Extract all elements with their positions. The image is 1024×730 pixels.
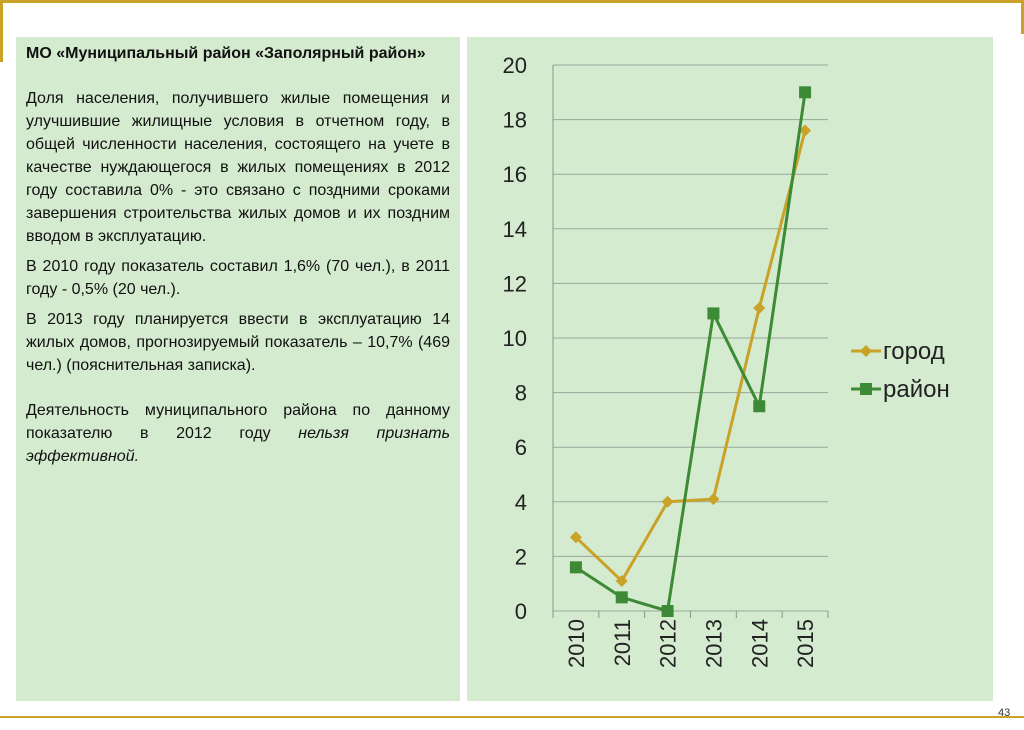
paragraph-share: Доля населения, получившего жилые помеще… [26,90,450,245]
data-point-rayon [569,561,582,574]
series-line-2 [575,92,807,613]
y-tick-label: 16 [503,162,527,187]
paragraph-2010-2011: В 2010 году показатель составил 1,6% (70… [26,258,450,298]
y-tick-label: 0 [515,599,527,624]
description-panel: МО «Муниципальный район «Заполярный райо… [16,37,460,701]
series-line-1 [574,130,807,583]
data-point-gorod [753,301,766,314]
data-point-gorod [799,124,812,137]
y-tick-label: 8 [515,381,527,406]
x-tick-label: 2012 [656,619,681,668]
data-point-rayon [661,605,674,617]
x-tick-label: 2010 [564,619,589,668]
y-tick-label: 4 [515,490,527,515]
y-tick-label: 2 [515,544,527,569]
data-point-gorod [569,531,582,544]
panel-heading: МО «Муниципальный район «Заполярный райо… [26,45,426,62]
conclusion-emphasis: нельзя признать эффективной. [26,425,450,465]
data-point-rayon [753,400,766,413]
legend-label-2: район [883,376,950,403]
line-chart: 0 2 4 6 8 10 12 14 16 18 20 2010 2011 2012 2013 2014 201… [503,53,950,668]
top-border-line [0,0,1024,3]
data-point-gorod [661,495,674,508]
y-tick-label: 6 [515,435,527,460]
y-tick-label: 10 [503,326,527,351]
chart-panel: 0 2 4 6 8 10 12 14 16 18 20 2010 2011 2012 2013 2014 201… [467,37,993,701]
bottom-border-line [0,716,1024,718]
top-left-accent-line [0,0,3,62]
x-tick-label: 2015 [793,619,818,668]
data-point-rayon [799,86,812,99]
y-tick-label: 20 [503,53,527,78]
paragraph-2013-plan: В 2013 году планируется ввести в эксплуа… [26,311,450,374]
data-point-gorod [707,493,720,506]
conclusion-text: Деятельность муниципального района по да… [26,402,450,442]
legend-marker-gorod [860,345,872,357]
data-point-gorod [615,574,628,587]
legend-marker-rayon [860,383,872,395]
top-right-accent-line [1021,0,1024,34]
page-number: 43 [998,707,1011,719]
y-tick-label: 14 [503,217,527,242]
y-tick-label: 12 [503,271,527,296]
y-tick-label: 18 [503,108,527,133]
legend-label-1: город [883,338,945,365]
data-point-rayon [615,591,628,604]
x-tick-label: 2011 [610,619,635,666]
x-tick-label: 2014 [747,619,772,668]
x-tick-label: 2013 [701,619,726,668]
data-point-rayon [707,307,720,320]
paragraph-conclusion: Деятельность муниципального района по да… [26,399,450,468]
